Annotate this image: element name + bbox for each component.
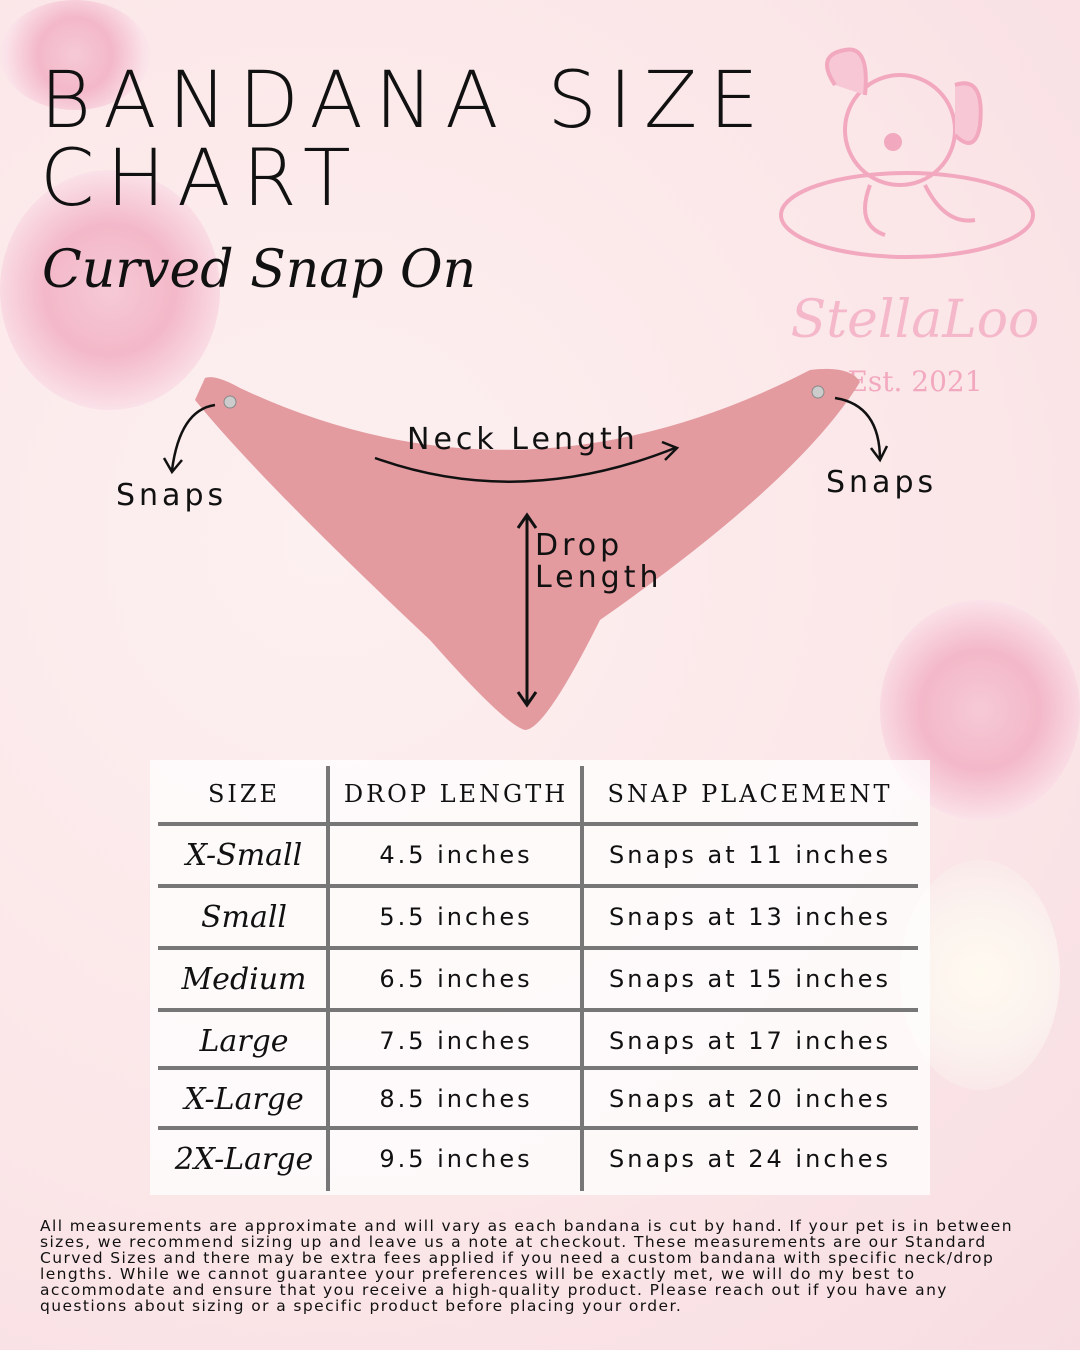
row-divider <box>158 822 918 826</box>
size-cell: Small <box>200 899 288 935</box>
bandana-diagram <box>162 368 889 730</box>
size-table: SIZE DROP LENGTH SNAP PLACEMENT X-Small 4… <box>150 760 930 1195</box>
header-snap-placement: SNAP PLACEMENT <box>607 780 893 808</box>
drop-label-line-2: Length <box>535 560 663 595</box>
snaps-label-right: Snaps <box>826 465 938 500</box>
peony-flower-decoration <box>0 170 220 410</box>
drop-length-cell: 6.5 inches <box>379 965 533 993</box>
title-line-1: BANDANA SIZE <box>40 56 771 146</box>
neck-length-label: Neck Length <box>407 422 639 457</box>
table-row: Small 5.5 inches Snaps at 13 inches <box>158 888 918 946</box>
row-divider <box>158 1066 918 1070</box>
page-subtitle: Curved Snap On <box>42 240 477 300</box>
drop-length-cell: 9.5 inches <box>379 1145 533 1173</box>
row-divider <box>158 1126 918 1130</box>
page-title: BANDANA SIZE CHART <box>40 62 771 218</box>
title-line-2: CHART <box>40 134 363 224</box>
drop-length-cell: 8.5 inches <box>379 1085 533 1113</box>
peony-flower-decoration <box>0 0 150 110</box>
snap-placement-cell: Snaps at 17 inches <box>609 1027 891 1055</box>
snaps-label-left: Snaps <box>116 478 228 513</box>
snap-placement-cell: Snaps at 20 inches <box>609 1085 891 1113</box>
column-divider <box>326 766 330 1191</box>
size-cell: X-Large <box>184 1081 304 1117</box>
table-header-row: SIZE DROP LENGTH SNAP PLACEMENT <box>158 766 918 822</box>
drop-length-cell: 7.5 inches <box>379 1027 533 1055</box>
row-divider <box>158 1008 918 1012</box>
drop-length-cell: 4.5 inches <box>379 841 533 869</box>
logo-name: StellaLoo <box>790 290 1040 350</box>
logo: StellaLoo Est. 2021 <box>775 45 1055 398</box>
neck-length-arrow <box>374 446 676 483</box>
snap-placement-cell: Snaps at 11 inches <box>609 841 891 869</box>
table-row: X-Large 8.5 inches Snaps at 20 inches <box>158 1070 918 1128</box>
table-row: Medium 6.5 inches Snaps at 15 inches <box>158 950 918 1008</box>
size-cell: X-Small <box>185 837 303 873</box>
size-cell: 2X-Large <box>174 1141 314 1177</box>
snap-icon <box>811 385 825 399</box>
puppy-logo-icon <box>779 47 1035 259</box>
table-row: 2X-Large 9.5 inches Snaps at 24 inches <box>158 1130 918 1188</box>
drop-length-label: Drop Length <box>535 530 662 594</box>
drop-label-line-1: Drop <box>535 528 624 563</box>
row-divider <box>158 884 918 888</box>
table-row: Large 7.5 inches Snaps at 17 inches <box>158 1012 918 1070</box>
column-divider <box>580 766 584 1191</box>
snap-placement-cell: Snaps at 15 inches <box>609 965 891 993</box>
row-divider <box>158 946 918 950</box>
snap-placement-cell: Snaps at 13 inches <box>609 903 891 931</box>
snap-arrow-right <box>834 396 889 463</box>
snap-placement-cell: Snaps at 24 inches <box>609 1145 891 1173</box>
disclaimer-text: All measurements are approximate and wil… <box>40 1217 1013 1315</box>
size-cell: Large <box>199 1023 289 1059</box>
drop-length-cell: 5.5 inches <box>379 903 533 931</box>
table-row: X-Small 4.5 inches Snaps at 11 inches <box>158 826 918 884</box>
snap-icon <box>223 395 237 409</box>
header-size: SIZE <box>207 780 281 808</box>
size-cell: Medium <box>181 961 307 997</box>
drop-length-arrow <box>516 512 538 708</box>
snap-arrow-left <box>162 403 216 475</box>
logo-established: Est. 2021 <box>847 365 983 398</box>
header-drop-length: DROP LENGTH <box>343 780 569 808</box>
